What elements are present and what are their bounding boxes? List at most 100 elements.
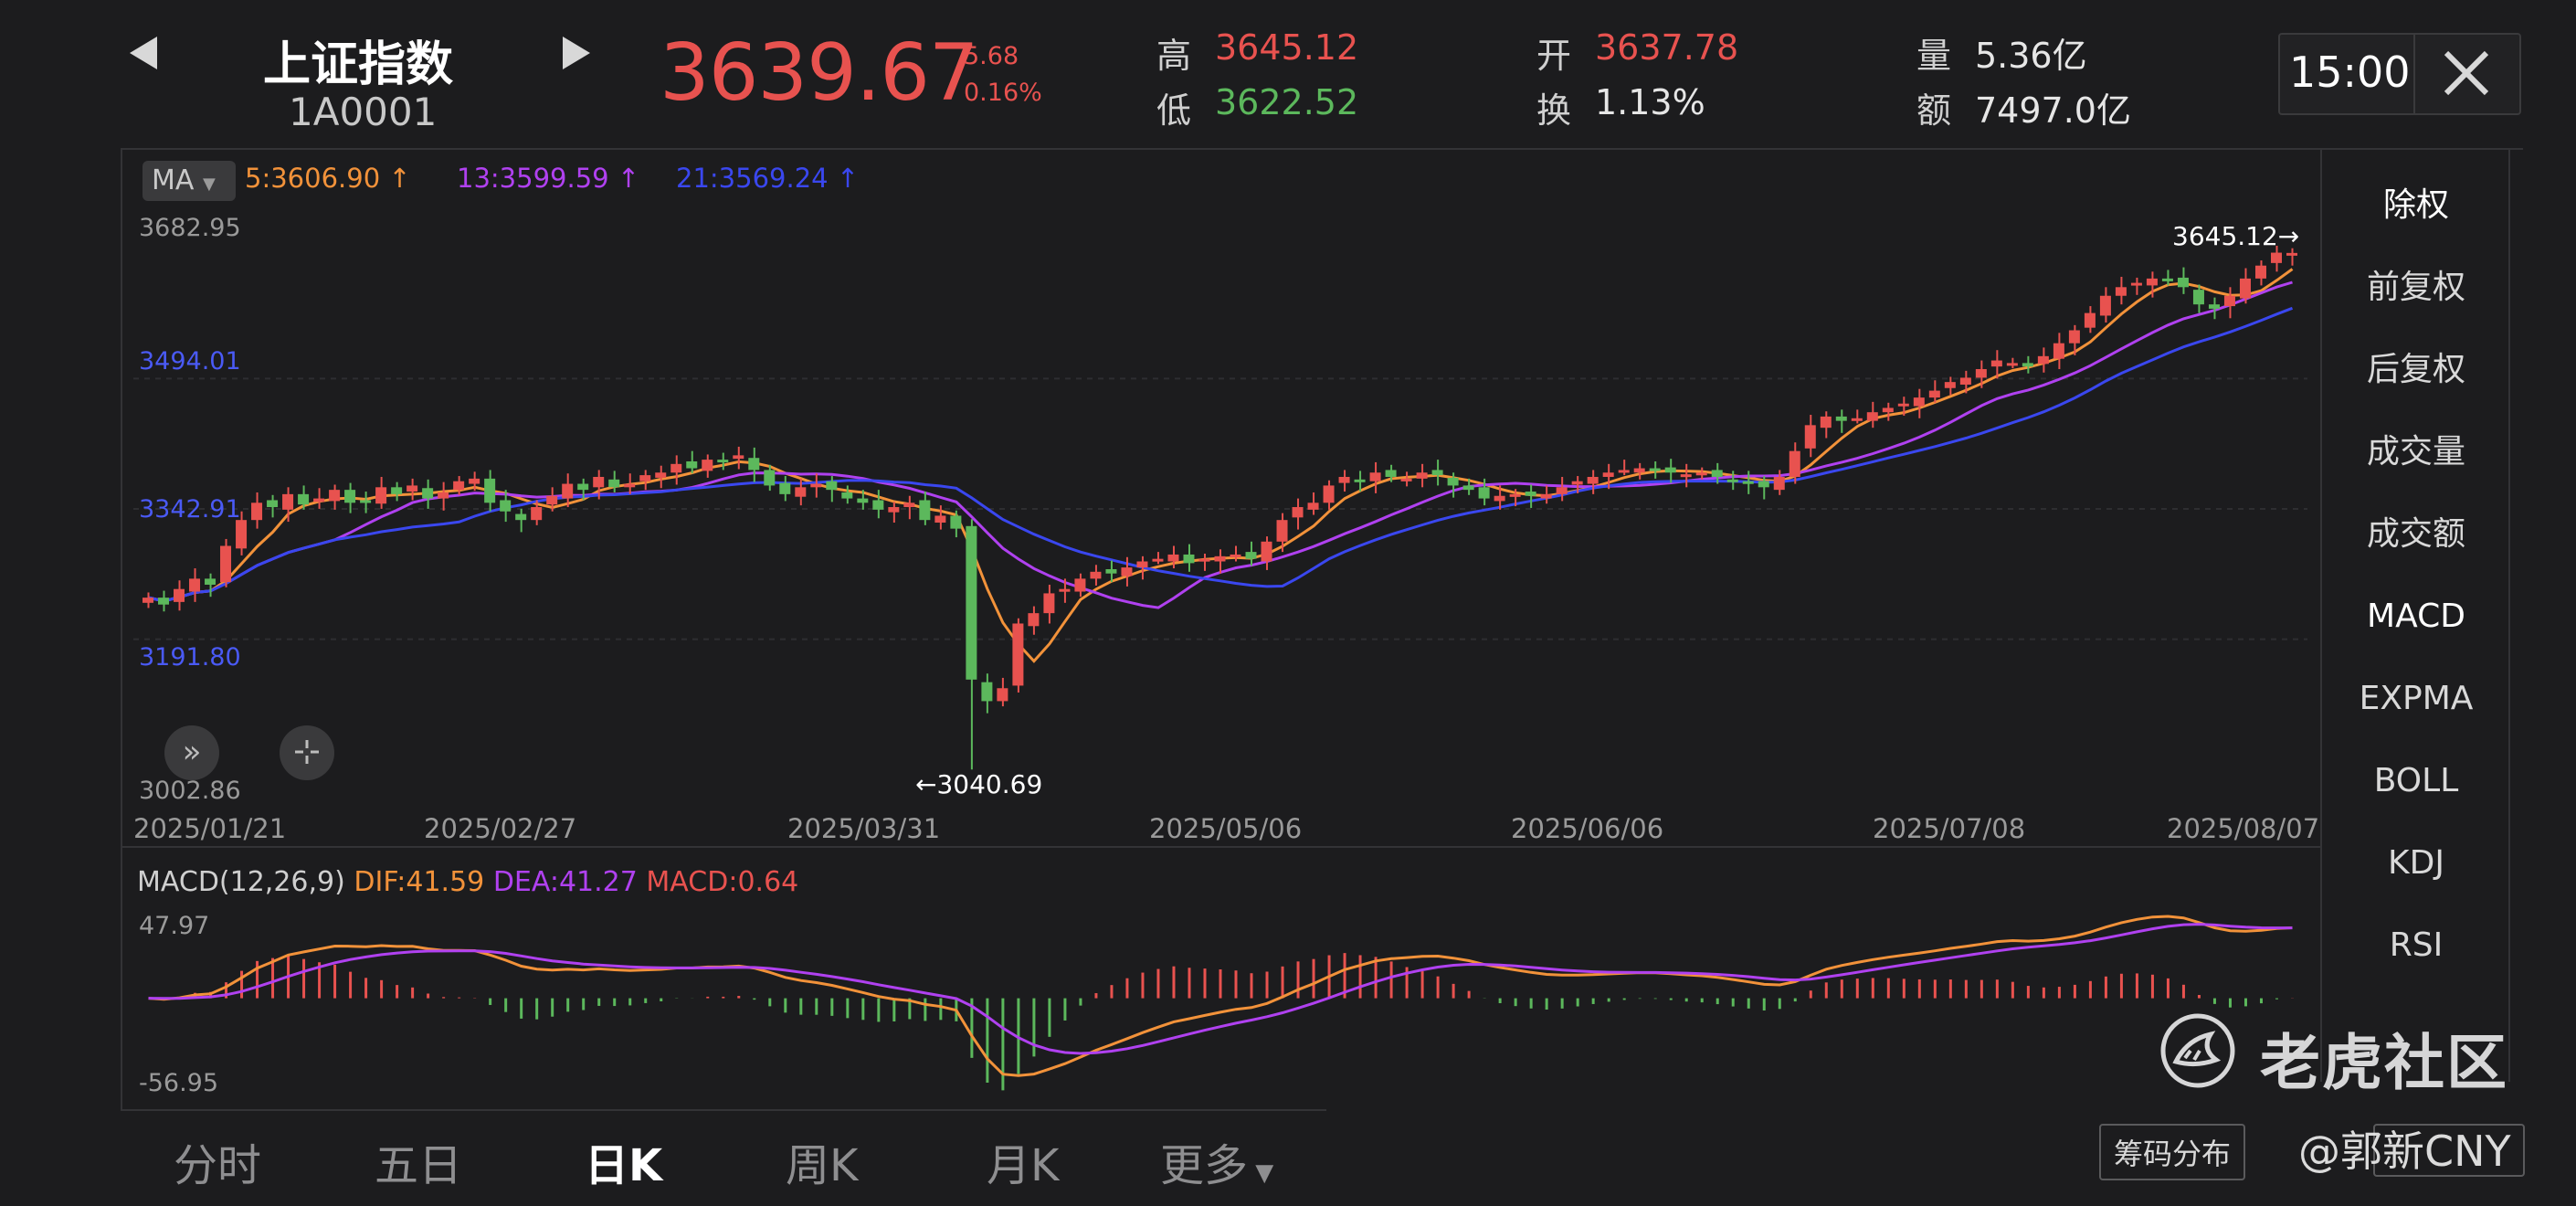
close-icon[interactable] <box>2441 48 2492 102</box>
candle-body <box>1804 425 1816 449</box>
arrow-left-icon: ← <box>915 769 937 799</box>
macd-y-bottom: -56.95 <box>139 1069 219 1097</box>
chart-bottom-border <box>121 1109 1326 1111</box>
candle-body <box>2161 278 2173 281</box>
y-axis-label: 3494.01 <box>139 347 241 376</box>
candle-body <box>344 490 356 503</box>
candle-body <box>624 483 636 488</box>
watermark-text: 老虎社区 <box>2260 1028 2508 1098</box>
candle-body <box>577 483 589 491</box>
candle-body <box>1400 478 1412 481</box>
ma-tag-label: MA <box>152 164 195 196</box>
expand-icon[interactable]: » <box>164 725 219 780</box>
sidebar-item-volume[interactable]: 成交量 <box>2366 433 2465 471</box>
candle-body <box>546 495 558 505</box>
secondary-button[interactable] <box>2373 1124 2525 1177</box>
candle-body <box>608 479 620 488</box>
sidebar-item-kdj[interactable]: KDJ <box>2388 844 2444 882</box>
candle-body <box>1478 487 1490 499</box>
candle-body <box>1944 382 1956 388</box>
candle-body <box>2037 355 2049 365</box>
dif-line <box>148 915 2293 1077</box>
candle-body <box>639 475 651 481</box>
macd-title: MACD(12,26,9) <box>137 866 345 898</box>
tiger-logo-icon <box>2159 1012 2236 1093</box>
candle-body <box>469 478 480 484</box>
candle-body <box>1525 492 1536 496</box>
crosshair-icon[interactable] <box>280 725 334 780</box>
candle-body <box>453 481 465 491</box>
candle-body <box>1680 474 1692 478</box>
macd-chart[interactable] <box>133 910 2307 1102</box>
high-value: 3645.12 <box>1215 27 1359 68</box>
tab-intraday[interactable]: 分时 <box>174 1140 262 1191</box>
candle-body <box>1897 403 1909 407</box>
price-change: 5.68 <box>964 42 1019 70</box>
candle-body <box>655 472 667 478</box>
candlestick-svg <box>133 245 2307 770</box>
ma21-text: 21:3569.24 <box>676 163 829 194</box>
sidebar-divider <box>2320 150 2322 1082</box>
sidebar-item-macd[interactable]: MACD <box>2367 598 2465 635</box>
sidebar-item-amount[interactable]: 成交额 <box>2366 515 2465 553</box>
candle-body <box>1820 416 1832 428</box>
candle-body <box>748 458 760 471</box>
turnover-value: 1.13% <box>1595 82 1705 122</box>
time-box[interactable] <box>2278 33 2521 115</box>
x-axis-date: 2025/03/31 <box>787 813 941 844</box>
next-index-arrow-icon[interactable] <box>561 35 592 78</box>
divider <box>2413 35 2415 113</box>
candle-body <box>1587 476 1599 484</box>
candle-body <box>903 503 915 508</box>
tab-daily-k[interactable]: 日K <box>585 1140 663 1191</box>
candle-body <box>174 588 185 602</box>
prev-index-arrow-icon[interactable] <box>128 35 159 78</box>
macd-dif: DIF:41.59 <box>354 866 485 898</box>
candle-body <box>438 492 449 499</box>
candle-body <box>2130 282 2142 286</box>
sidebar-item-boll[interactable]: BOLL <box>2373 762 2459 799</box>
low-annotation-text: 3040.69 <box>936 769 1043 799</box>
tab-five-day[interactable]: 五日 <box>375 1140 463 1191</box>
candle-body <box>1758 481 1769 488</box>
candle-body <box>1292 507 1304 518</box>
candle-body <box>670 463 682 473</box>
arrow-right-icon: → <box>2277 221 2300 251</box>
macd-legend: MACD(12,26,9) DIF:41.59 DEA:41.27 MACD:0… <box>137 866 798 898</box>
tab-monthly-k[interactable]: 月K <box>987 1140 1060 1191</box>
sidebar-item-forward-adjust[interactable]: 前复权 <box>2366 269 2465 306</box>
sidebar-item-rsi[interactable]: RSI <box>2389 926 2444 964</box>
indicator-sidebar: 除权 前复权 后复权 成交量 成交额 MACD EXPMA BOLL KDJ R… <box>2329 164 2503 987</box>
candle-body <box>810 483 822 488</box>
tab-more-label: 更多 <box>1160 1140 1249 1191</box>
candle-body <box>1354 479 1366 482</box>
candle-body <box>1882 407 1894 413</box>
ma-selector[interactable]: MA ▼ <box>143 161 236 201</box>
sidebar-item-ex-rights[interactable]: 除权 <box>2382 186 2449 224</box>
candle-body <box>2084 312 2096 328</box>
candle-body <box>1431 470 1443 476</box>
candle-body <box>1167 554 1179 562</box>
candle-body <box>997 688 1008 702</box>
dea-line <box>148 923 2293 1055</box>
candle-body <box>251 503 263 521</box>
candle-body <box>1618 470 1630 473</box>
candle-body <box>1152 558 1164 562</box>
candle-body <box>313 498 325 503</box>
macd-y-top: 47.97 <box>139 912 210 940</box>
sidebar-item-expma[interactable]: EXPMA <box>2359 680 2474 717</box>
ma5-line <box>148 268 2294 663</box>
high-annotation: 3645.12→ <box>2172 221 2299 251</box>
candle-body <box>1742 481 1754 484</box>
candle-body <box>1261 541 1272 562</box>
chip-distribution-button[interactable]: 筹码分布 <box>2099 1124 2246 1180</box>
candlestick-chart[interactable] <box>133 212 2307 806</box>
candle-body <box>1323 485 1335 503</box>
candle-body <box>220 545 232 583</box>
candle-body <box>1338 476 1350 483</box>
x-axis-date: 2025/02/27 <box>424 813 577 844</box>
sidebar-item-backward-adjust[interactable]: 后复权 <box>2366 351 2465 388</box>
tab-weekly-k[interactable]: 周K <box>786 1140 859 1191</box>
tab-more[interactable]: 更多 ▼ <box>1160 1129 1273 1193</box>
candle-body <box>158 598 170 605</box>
